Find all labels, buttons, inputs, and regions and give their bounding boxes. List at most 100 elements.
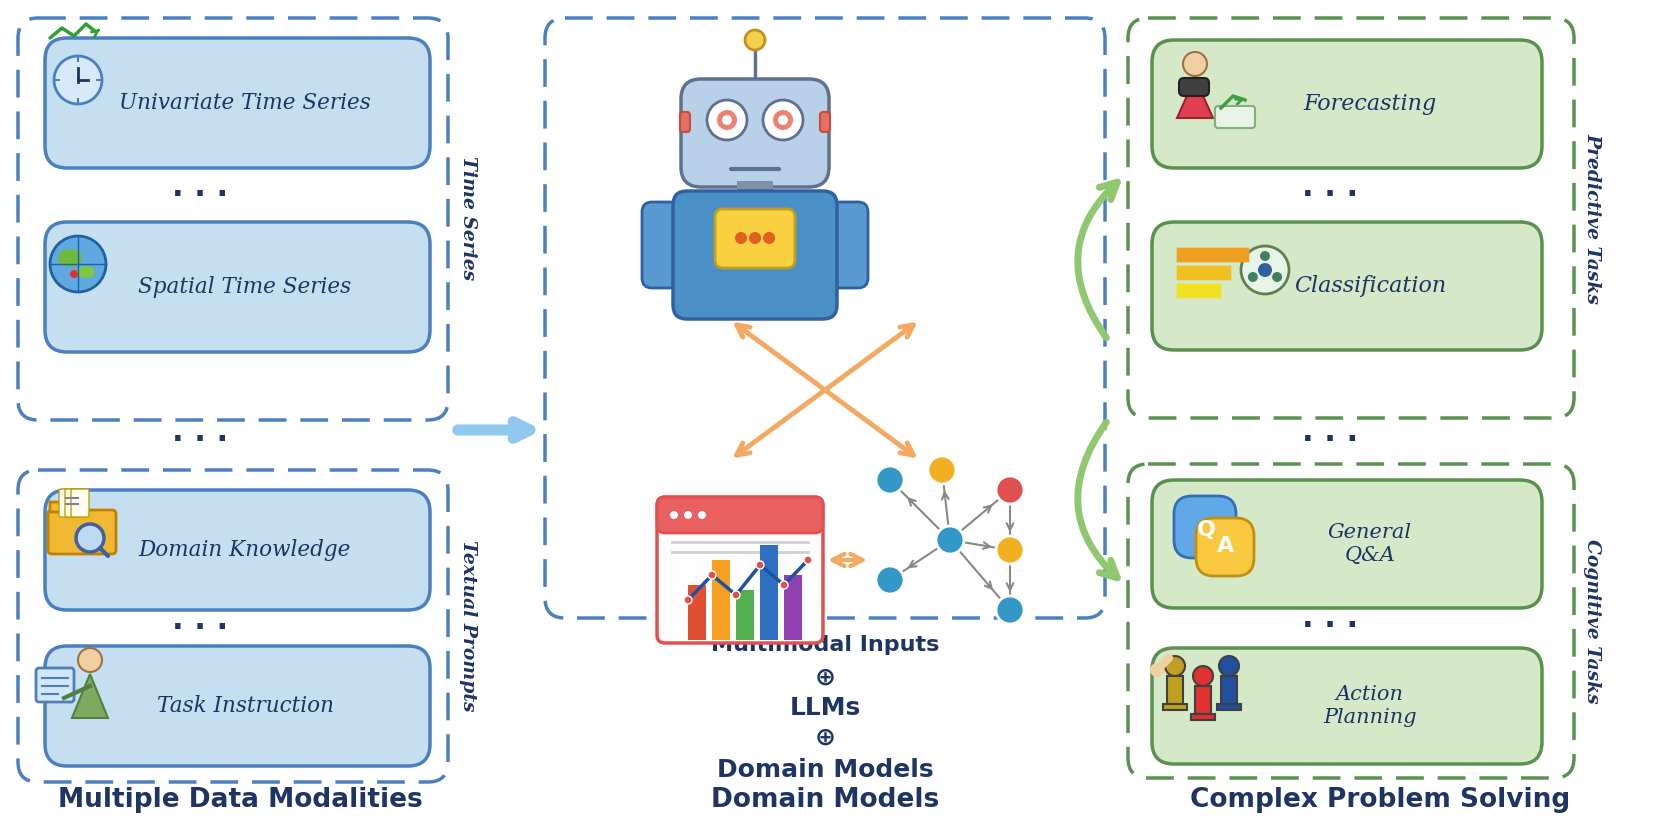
Circle shape xyxy=(722,115,732,125)
Bar xyxy=(784,575,802,640)
Text: LLMs: LLMs xyxy=(790,696,860,720)
Text: ⊕: ⊕ xyxy=(815,726,835,750)
Circle shape xyxy=(876,566,905,594)
FancyBboxPatch shape xyxy=(1174,496,1237,558)
FancyBboxPatch shape xyxy=(681,79,828,187)
Circle shape xyxy=(709,571,715,579)
Circle shape xyxy=(764,100,803,140)
Circle shape xyxy=(707,100,747,140)
FancyBboxPatch shape xyxy=(642,202,681,288)
Bar xyxy=(712,560,730,640)
Bar xyxy=(1190,714,1215,720)
Circle shape xyxy=(1260,251,1270,261)
Circle shape xyxy=(996,476,1024,504)
Circle shape xyxy=(1248,272,1258,282)
Circle shape xyxy=(745,30,765,50)
Circle shape xyxy=(735,232,747,244)
Circle shape xyxy=(774,110,793,130)
FancyBboxPatch shape xyxy=(1179,78,1208,96)
Circle shape xyxy=(1184,52,1207,76)
Bar xyxy=(1222,676,1237,704)
Polygon shape xyxy=(71,674,108,718)
Circle shape xyxy=(50,236,106,292)
Circle shape xyxy=(996,596,1024,624)
Text: Forecasting: Forecasting xyxy=(1303,93,1436,115)
Circle shape xyxy=(928,456,956,484)
Text: Action
Planning: Action Planning xyxy=(1323,685,1418,727)
Circle shape xyxy=(996,536,1024,564)
Bar xyxy=(1167,676,1184,704)
Text: ⊕: ⊕ xyxy=(815,666,835,690)
Text: Predictive Tasks: Predictive Tasks xyxy=(1584,132,1600,303)
Bar xyxy=(1164,704,1187,710)
Circle shape xyxy=(1150,663,1164,677)
Circle shape xyxy=(697,511,705,519)
Text: · · ·: · · · xyxy=(173,426,227,455)
Ellipse shape xyxy=(58,249,81,267)
Text: Time Series: Time Series xyxy=(460,156,476,280)
FancyBboxPatch shape xyxy=(60,489,76,517)
FancyBboxPatch shape xyxy=(681,112,691,132)
FancyBboxPatch shape xyxy=(45,646,430,766)
FancyBboxPatch shape xyxy=(71,489,90,517)
Bar xyxy=(1195,686,1212,714)
Text: Cognitive Tasks: Cognitive Tasks xyxy=(1584,538,1600,704)
Text: · · ·: · · · xyxy=(173,181,227,210)
FancyBboxPatch shape xyxy=(45,490,430,610)
FancyBboxPatch shape xyxy=(1177,284,1222,298)
Bar xyxy=(735,590,754,640)
Circle shape xyxy=(779,115,788,125)
Bar xyxy=(1217,704,1242,710)
FancyBboxPatch shape xyxy=(657,497,823,643)
FancyBboxPatch shape xyxy=(1152,480,1542,608)
Text: Multiple Data Modalities: Multiple Data Modalities xyxy=(58,787,422,813)
Text: Q: Q xyxy=(1197,520,1215,540)
FancyBboxPatch shape xyxy=(65,489,83,517)
Circle shape xyxy=(749,232,760,244)
Text: Complex Problem Solving: Complex Problem Solving xyxy=(1190,787,1570,813)
Circle shape xyxy=(1165,656,1185,676)
FancyBboxPatch shape xyxy=(1215,106,1255,128)
Text: Textual Prompts: Textual Prompts xyxy=(460,540,476,712)
Circle shape xyxy=(732,591,740,599)
Polygon shape xyxy=(1177,78,1213,118)
Bar xyxy=(737,181,774,195)
Text: Multimodal Inputs: Multimodal Inputs xyxy=(710,635,940,655)
Text: Domain Models: Domain Models xyxy=(717,758,933,782)
FancyBboxPatch shape xyxy=(37,668,75,702)
Text: Univariate Time Series: Univariate Time Series xyxy=(120,92,370,114)
Circle shape xyxy=(764,232,775,244)
Circle shape xyxy=(803,556,812,564)
FancyBboxPatch shape xyxy=(1152,222,1542,350)
Circle shape xyxy=(1218,656,1238,676)
Circle shape xyxy=(936,526,964,554)
Text: Classification: Classification xyxy=(1293,275,1446,297)
Circle shape xyxy=(1272,272,1282,282)
Text: Domain Models: Domain Models xyxy=(710,787,940,813)
FancyBboxPatch shape xyxy=(1195,518,1253,576)
FancyBboxPatch shape xyxy=(1177,247,1250,262)
Circle shape xyxy=(1242,246,1290,294)
FancyBboxPatch shape xyxy=(715,209,795,268)
Circle shape xyxy=(55,56,101,104)
Circle shape xyxy=(1194,666,1213,686)
FancyBboxPatch shape xyxy=(1152,40,1542,168)
Circle shape xyxy=(78,648,101,672)
FancyBboxPatch shape xyxy=(672,191,837,319)
Circle shape xyxy=(876,466,905,494)
Text: · · ·: · · · xyxy=(1301,181,1358,210)
Circle shape xyxy=(70,270,78,278)
Text: A: A xyxy=(1217,536,1235,556)
FancyBboxPatch shape xyxy=(1177,266,1232,280)
Text: · · ·: · · · xyxy=(173,613,227,643)
FancyBboxPatch shape xyxy=(820,112,830,132)
Text: · · ·: · · · xyxy=(1301,426,1358,455)
FancyBboxPatch shape xyxy=(830,202,868,288)
Text: General
Q&A: General Q&A xyxy=(1328,523,1413,566)
Circle shape xyxy=(684,596,692,604)
FancyBboxPatch shape xyxy=(1152,648,1542,764)
Bar xyxy=(760,545,779,640)
FancyBboxPatch shape xyxy=(657,497,823,533)
Circle shape xyxy=(76,524,105,552)
FancyBboxPatch shape xyxy=(48,510,116,554)
